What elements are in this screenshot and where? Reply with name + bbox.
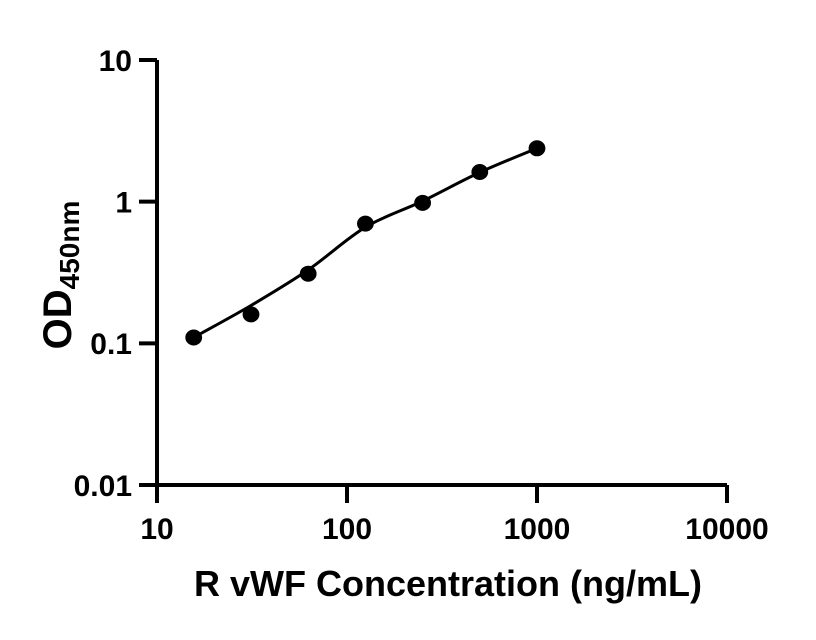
x-tick-label: 1000 (504, 513, 571, 546)
x-tick-label: 100 (322, 513, 372, 546)
axis-spines (155, 60, 727, 487)
data-point (528, 140, 546, 157)
y-tick-label: 1 (115, 186, 132, 219)
data-point (185, 329, 203, 346)
data-point (357, 215, 374, 232)
x-tick-label: 10 (140, 513, 173, 546)
y-tick-label: 0.01 (74, 470, 132, 503)
data-point (414, 194, 431, 211)
data-point (471, 164, 489, 180)
y-axis-title-main: OD (36, 289, 80, 349)
y-tick-label: 0.1 (90, 328, 132, 361)
data-point (242, 306, 260, 323)
axis-ticks (139, 58, 729, 503)
axes (155, 60, 727, 487)
plot-area (185, 140, 546, 346)
x-tick-label: 10000 (685, 513, 768, 546)
x-axis-title: R vWF Concentration (ng/mL) (194, 563, 702, 604)
y-axis-title: OD450nm (36, 201, 85, 350)
y-tick-label: 10 (99, 45, 132, 78)
data-point (299, 265, 317, 282)
y-axis-title-subscript: 450nm (54, 201, 85, 290)
